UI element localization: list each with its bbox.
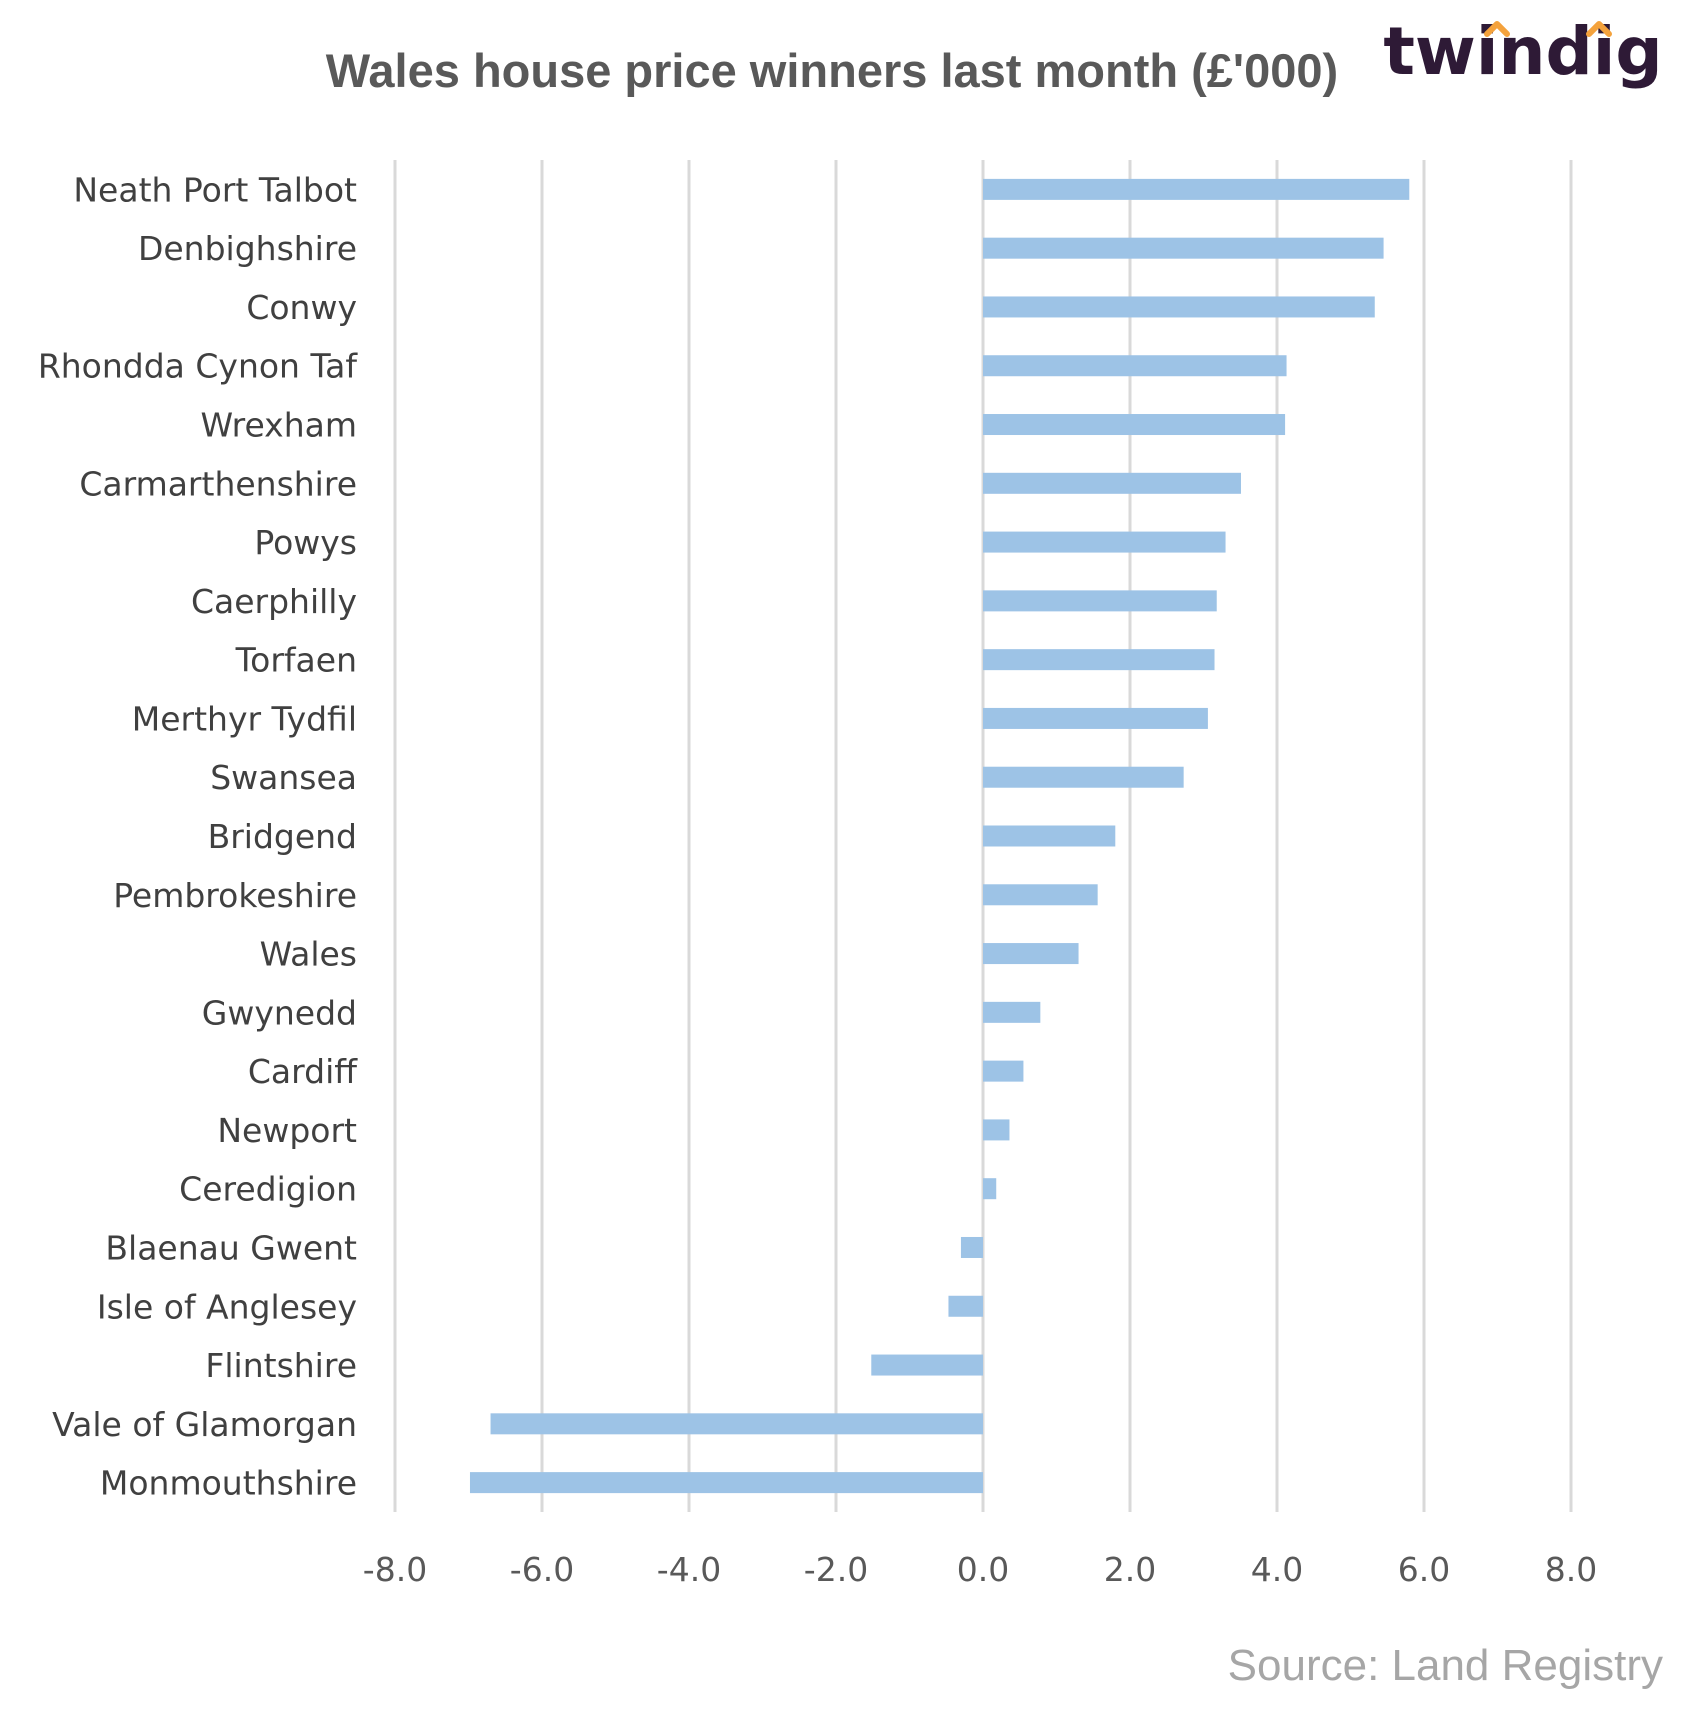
category-label: Merthyr Tydfil	[132, 699, 357, 738]
category-label: Conwy	[246, 288, 357, 327]
bar	[983, 825, 1116, 847]
bar	[983, 296, 1375, 318]
category-labels: Neath Port Talbot Denbighshire Conwy Rhondd…	[38, 170, 359, 1502]
category-label: Powys	[254, 523, 357, 562]
category-label: Pembrokeshire	[113, 876, 357, 915]
x-tick-label: -8.0	[363, 1550, 427, 1589]
x-tick-label: 6.0	[1398, 1550, 1450, 1589]
bar	[983, 766, 1184, 788]
source-note: Source: Land Registry	[1228, 1641, 1663, 1690]
bar	[948, 1295, 983, 1317]
x-tick-label: 4.0	[1251, 1550, 1303, 1589]
chart-title: Wales house price winners last month (£'…	[326, 44, 1338, 97]
category-label: Carmarthenshire	[79, 464, 357, 503]
bar	[983, 531, 1226, 553]
bar	[983, 472, 1241, 494]
bar	[983, 355, 1287, 377]
bar	[983, 1001, 1041, 1023]
category-label: Wrexham	[200, 406, 357, 445]
bar	[983, 1178, 997, 1200]
bar	[983, 943, 1079, 965]
category-label: Torfaen	[235, 641, 357, 680]
logo-wordmark: twindig	[1383, 13, 1662, 90]
logo-roof-accent-icon	[1484, 21, 1510, 37]
category-label: Denbighshire	[138, 229, 357, 268]
bar	[871, 1354, 983, 1376]
category-label: Bridgend	[208, 817, 357, 856]
bar	[983, 1060, 1024, 1082]
bars	[469, 178, 1410, 1494]
category-label: Swansea	[210, 758, 357, 797]
twindig-logo: twindig	[1383, 13, 1662, 90]
category-label: Caerphilly	[191, 582, 357, 621]
category-label: Newport	[217, 1111, 357, 1150]
bar	[983, 590, 1217, 612]
x-tick-label: 8.0	[1545, 1550, 1597, 1589]
bar	[983, 1119, 1010, 1141]
bar	[983, 414, 1286, 436]
bar	[983, 178, 1410, 200]
x-tick-label: 0.0	[957, 1550, 1009, 1589]
category-label: Cardiff	[248, 1052, 358, 1091]
x-tick-label: 2.0	[1104, 1550, 1156, 1589]
category-label: Neath Port Talbot	[73, 170, 357, 209]
gridlines	[393, 160, 1573, 1512]
category-label: Wales	[260, 935, 357, 974]
logo-roof-accent-icon	[1586, 21, 1612, 37]
category-label: Gwynedd	[202, 993, 357, 1032]
category-label: Ceredigion	[179, 1170, 357, 1209]
bar	[490, 1413, 983, 1435]
bar	[983, 884, 1098, 906]
category-label: Vale of Glamorgan	[52, 1405, 357, 1444]
bar	[960, 1236, 983, 1258]
x-tick-label: -4.0	[657, 1550, 721, 1589]
category-label: Flintshire	[205, 1346, 357, 1385]
x-axis-tick-labels: -8.0 -6.0 -4.0 -2.0 0.0 2.0 4.0 6.0 8.0	[363, 1550, 1597, 1589]
x-tick-label: -2.0	[804, 1550, 868, 1589]
bar	[469, 1472, 984, 1494]
category-label: Rhondda Cynon Taf	[38, 347, 359, 386]
bar	[983, 707, 1208, 729]
category-label: Isle of Anglesey	[97, 1287, 357, 1326]
bar	[983, 649, 1215, 671]
x-tick-label: -6.0	[510, 1550, 574, 1589]
bar	[983, 237, 1384, 259]
category-label: Monmouthshire	[100, 1464, 357, 1503]
category-label: Blaenau Gwent	[105, 1228, 357, 1267]
